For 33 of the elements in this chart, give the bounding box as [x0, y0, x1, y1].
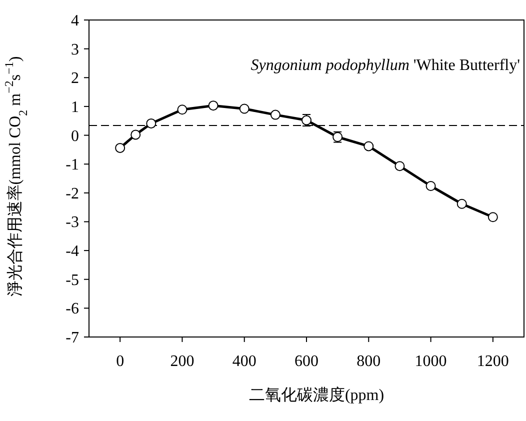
- point: [364, 141, 374, 152]
- y-tick-label: 0: [71, 128, 79, 145]
- annotation: Syngonium podophyllum 'White Butterfly': [250, 57, 520, 74]
- y-tick-label: 1: [71, 98, 79, 116]
- point: [488, 212, 498, 222]
- point: [115, 142, 126, 153]
- point: [426, 180, 436, 191]
- point: [270, 110, 280, 120]
- y-tick-label: -3: [66, 214, 79, 232]
- y-tick-label: -4: [66, 243, 79, 260]
- x-tick-label: 600: [294, 353, 318, 370]
- point: [208, 100, 218, 111]
- x-tick-label: 1200: [476, 353, 509, 370]
- y-tick-label: -1: [66, 156, 79, 174]
- x-tick-label: 0: [116, 353, 124, 370]
- y-tick-label: -7: [66, 330, 79, 346]
- y-tick-label: 2: [71, 70, 79, 88]
- point: [177, 104, 188, 115]
- x-tick-label: 200: [170, 353, 194, 370]
- point: [456, 198, 467, 209]
- y-tick-label: -5: [66, 272, 79, 289]
- point: [394, 161, 405, 172]
- x-tick-label: 400: [232, 353, 256, 370]
- y-tick-label: 3: [71, 41, 79, 58]
- x-axis-title: 二氧化碳濃度(ppm): [248, 386, 384, 404]
- y-tick-label: -2: [66, 185, 79, 202]
- x-tick-label: 1000: [414, 353, 447, 370]
- y-tick-label: 4: [71, 12, 79, 30]
- point: [130, 130, 141, 140]
- point: [239, 104, 250, 114]
- point: [146, 118, 156, 128]
- x-tick-label: 800: [356, 353, 381, 370]
- y-tick-label: -6: [66, 300, 79, 318]
